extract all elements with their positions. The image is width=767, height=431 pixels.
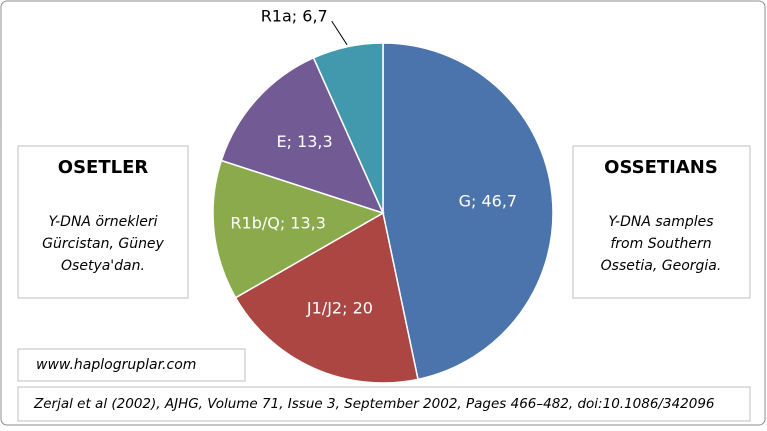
source-box bbox=[17, 386, 751, 422]
box-line: Ossetia, Georgia. bbox=[601, 258, 722, 274]
data-label: G; 46,7 bbox=[459, 192, 518, 211]
box-title: OSETLER bbox=[58, 157, 149, 178]
leader-line bbox=[331, 20, 348, 46]
pie-slice bbox=[220, 56, 385, 215]
pie-slice bbox=[312, 42, 384, 214]
source: Zerjal et al (2002), AJHG, Volume 71, Is… bbox=[33, 396, 715, 412]
box-title: OSSETIANS bbox=[604, 157, 718, 178]
pie-slice bbox=[382, 42, 554, 381]
website: www.haplogruplar.com bbox=[36, 357, 196, 373]
pie-slice bbox=[212, 159, 385, 299]
box-line: Osetya'dan. bbox=[61, 258, 145, 274]
data-label: R1a; 6,7 bbox=[261, 7, 328, 26]
box-line: Y-DNA samples bbox=[608, 214, 713, 230]
box-line: Gürcistan, Güney bbox=[42, 236, 164, 252]
data-label: J1/J2; 20 bbox=[306, 299, 373, 318]
left-box bbox=[17, 145, 189, 299]
box-line: Y-DNA örnekleri bbox=[48, 214, 157, 230]
box-line: from Southern bbox=[610, 236, 711, 252]
right-box bbox=[572, 145, 751, 299]
data-label: E; 13,3 bbox=[276, 132, 332, 151]
pie-slice bbox=[234, 211, 419, 384]
pie: G; 46,7 J1/J2; 20 R1b/Q; 13,3 E; 13,3 R1a; 6… bbox=[212, 7, 554, 384]
website-box bbox=[17, 348, 246, 382]
data-label: R1b/Q; 13,3 bbox=[230, 213, 326, 232]
